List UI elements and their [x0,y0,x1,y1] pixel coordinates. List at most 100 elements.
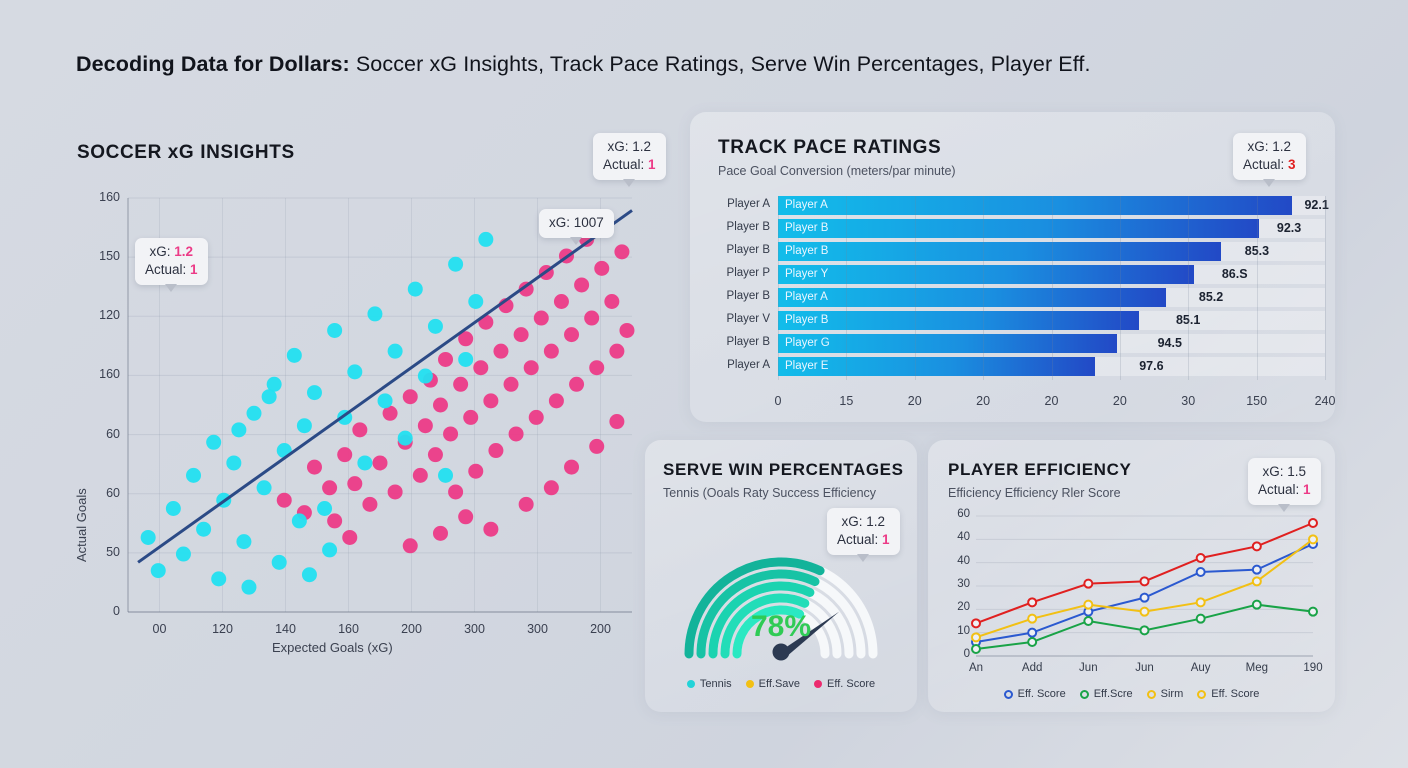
bar-value-label: 85.3 [1244,244,1270,258]
line-panel-subtitle: Efficiency Efficiency Rler Score [948,486,1121,500]
legend-item[interactable]: Eff.Scre [1079,688,1133,700]
scatter-x-tick: 200 [401,622,422,636]
bar-fill: Player B [778,219,1260,238]
bar-panel-title: TRACK PACE RATINGS [718,137,942,158]
bar-row-axis-label: Player A [727,198,770,210]
bar-value-label: 85.2 [1198,290,1224,304]
bar-track: Player E [778,357,1325,376]
bar-inner-label: Player Y [785,268,829,280]
scatter-x-tick: 140 [275,622,296,636]
serve-win-percentages-panel: SERVE WIN PERCENTAGES Tennis (Ooals Raty… [645,440,917,712]
scatter-x-tick: 300 [527,622,548,636]
bar-inner-label: Player A [785,199,828,211]
bar-row[interactable]: Player B Player A 85.2 [690,288,1335,307]
bar-track: Player B [778,242,1325,261]
bar-fill: Player B [778,242,1222,261]
legend-item[interactable]: Eff. Score [1197,688,1259,700]
scatter-x-tick: 160 [338,622,359,636]
line-tooltip-line1: xG: 1.5 [1262,464,1307,479]
gauge-tooltip-value: 1 [882,531,890,547]
bar-panel-subtitle: Pace Goal Conversion (meters/par minute) [718,164,956,178]
scatter-x-tick: 200 [590,622,611,636]
bar-row[interactable]: Player P Player Y 86.S [690,265,1335,284]
scatter-annotation-left-line1: xG: 1.2 [149,244,194,259]
legend-label: Tennis [699,678,732,690]
scatter-corner-tooltip: xG: 1.2 Actual: 1 [593,133,666,187]
legend-item[interactable]: Sirm [1146,688,1184,700]
bar-fill: Player B [778,311,1140,330]
legend-item[interactable]: Eff.Save [745,678,801,690]
line-tooltip-line2: Actual: 1 [1258,481,1311,497]
gauge-panel-title: SERVE WIN PERCENTAGES [663,460,904,479]
gauge-tooltip-line2: Actual: 1 [837,531,890,547]
gauge-tooltip: xG: 1.2 Actual: 1 [827,508,900,562]
bar-tooltip-line2: Actual: 3 [1243,156,1296,172]
bar-tooltip-line1: xG: 1.2 [1247,139,1292,154]
bar-row[interactable]: Player B Player G 94.5 [690,334,1335,353]
bar-rows-container: Player A Player A 92.1 Player B Player B 92.3… [690,196,1335,386]
line-x-tick: An [968,662,984,674]
bar-x-tick: 20 [1044,394,1059,408]
bar-row-axis-label: Player B [726,244,770,256]
bar-track: Player A [778,288,1325,307]
bar-tooltip-value: 3 [1288,156,1296,172]
line-chart [971,515,1318,657]
legend-label: Eff. Score [1211,688,1260,700]
legend-label: Eff. Score [827,678,876,690]
bar-value-label: 86.S [1221,267,1248,281]
bar-gridline [1256,196,1258,380]
bar-x-tick: 20 [907,394,922,408]
line-x-tick: Jun [1079,662,1098,674]
bar-row[interactable]: Player B Player B 85.3 [690,242,1335,261]
line-tooltip-value: 1 [1303,481,1311,497]
scatter-y-tick: 0 [113,604,120,618]
legend-label: Sirm [1160,688,1184,700]
gauge-legend: Tennis Eff.Save Eff. Score [645,678,917,690]
scatter-y-tick: 60 [106,426,120,441]
bar-row[interactable]: Player V Player B 85.1 [690,311,1335,330]
scatter-chart [127,197,635,613]
bar-row-axis-label: Player V [726,313,770,325]
bar-inner-label: Player B [785,314,829,326]
bar-row-axis-label: Player B [726,221,770,233]
scatter-panel-title: SOCCER xG INSIGHTS [77,142,295,163]
bar-track: Player A [778,196,1325,215]
bar-fill: Player Y [778,265,1194,284]
bar-track: Player Y [778,265,1325,284]
line-y-tick: 40 [957,554,970,567]
bar-x-tick: 15 [839,394,854,408]
legend-item[interactable]: Tennis [686,678,732,690]
scatter-x-tick: 300 [464,622,485,636]
bar-inner-label: Player E [785,360,829,372]
gauge-panel-subtitle: Tennis (Ooals Raty Success Efficiency [663,486,877,500]
legend-ring-icon [1146,689,1156,699]
bar-row[interactable]: Player A Player E 97.6 [690,357,1335,376]
line-y-tick: 40 [957,531,970,544]
bar-inner-label: Player G [785,337,830,349]
legend-label: Eff.Save [758,678,801,690]
legend-item[interactable]: Eff. Score [1003,688,1066,700]
bar-track: Player B [778,311,1325,330]
bar-inner-label: Player A [785,291,828,303]
bar-x-tick: 0 [774,394,782,408]
scatter-x-tick: 120 [212,622,233,636]
bar-row[interactable]: Player B Player B 92.3 [690,219,1335,238]
line-legend: Eff. Score Eff.Scre Sirm Eff. Score [928,688,1335,700]
bar-gridline [1188,196,1190,380]
page-title-rest: Soccer xG Insights, Track Pace Ratings, … [349,52,1091,76]
legend-item[interactable]: Eff. Score [814,678,875,690]
scatter-y-tick: 160 [99,190,120,204]
line-panel-title: PLAYER EFFICIENCY [948,460,1132,479]
line-y-tick: 20 [957,601,970,614]
scatter-annotation-mid: xG: 1007 [539,209,614,245]
scatter-corner-tooltip-line1: xG: 1.2 [607,139,652,154]
bar-row[interactable]: Player A Player A 92.1 [690,196,1335,215]
bar-gridline [1051,196,1053,380]
legend-ring-icon [1079,689,1089,699]
scatter-y-tick: 60 [106,485,120,500]
scatter-annotation-left-line2: Actual: 1 [145,261,198,277]
bar-gridline [914,196,916,380]
bar-gridline [1325,196,1326,380]
bar-tooltip: xG: 1.2 Actual: 3 [1233,133,1306,187]
line-x-tick: Add [1021,662,1043,674]
